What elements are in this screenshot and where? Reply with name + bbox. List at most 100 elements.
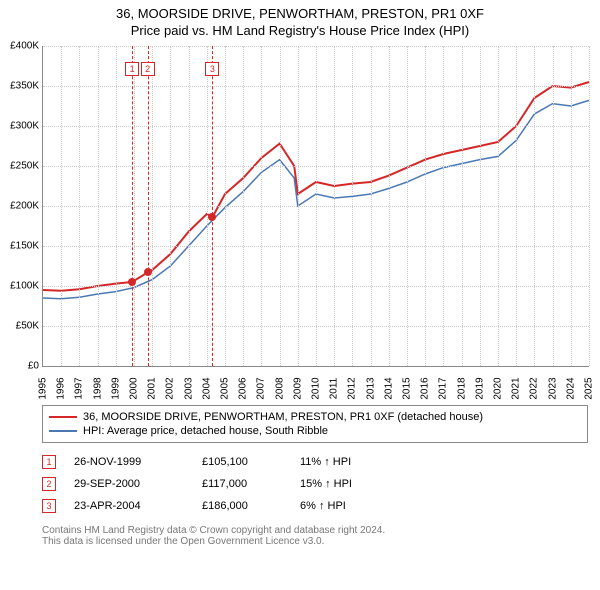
legend-label: HPI: Average price, detached house, Sout… (83, 425, 328, 437)
x-tick-label: 2003 (183, 377, 194, 399)
y-tick-label: £300K (1, 121, 39, 132)
marker-vline (148, 46, 149, 366)
transaction-date: 26-NOV-1999 (74, 456, 184, 468)
x-gridline (334, 46, 335, 366)
marker-box: 1 (125, 62, 139, 76)
transaction-price: £186,000 (202, 500, 282, 512)
x-tick-label: 1997 (74, 377, 85, 399)
x-gridline (553, 46, 554, 366)
x-tick-label: 1995 (38, 377, 49, 399)
x-tick-label: 2002 (165, 377, 176, 399)
x-gridline (225, 46, 226, 366)
transaction-point (128, 278, 136, 286)
plot-area: £0£50K£100K£150K£200K£250K£300K£350K£400… (42, 46, 589, 367)
x-tick-label: 2015 (402, 377, 413, 399)
transaction-number-box: 3 (42, 499, 56, 513)
x-gridline (243, 46, 244, 366)
y-tick-label: £250K (1, 161, 39, 172)
x-gridline (207, 46, 208, 366)
legend-label: 36, MOORSIDE DRIVE, PENWORTHAM, PRESTON,… (83, 411, 483, 423)
x-gridline (261, 46, 262, 366)
x-gridline (425, 46, 426, 366)
legend-swatch (49, 416, 77, 418)
x-tick-label: 2007 (256, 377, 267, 399)
transaction-row: 126-NOV-1999£105,10011% ↑ HPI (42, 451, 588, 473)
x-tick-label: 2025 (584, 377, 595, 399)
marker-vline (212, 46, 213, 366)
footer: Contains HM Land Registry data © Crown c… (42, 525, 588, 547)
transaction-pct: 11% ↑ HPI (300, 456, 390, 468)
x-tick-label: 2013 (365, 377, 376, 399)
transaction-pct: 6% ↑ HPI (300, 500, 390, 512)
x-gridline (170, 46, 171, 366)
x-tick-label: 2014 (383, 377, 394, 399)
x-tick-label: 2019 (474, 377, 485, 399)
x-tick-label: 2016 (420, 377, 431, 399)
x-gridline (280, 46, 281, 366)
y-tick-label: £200K (1, 201, 39, 212)
x-gridline (352, 46, 353, 366)
y-tick-label: £0 (1, 361, 39, 372)
x-tick-label: 2005 (220, 377, 231, 399)
x-tick-label: 2001 (147, 377, 158, 399)
footer-line2: This data is licensed under the Open Gov… (42, 536, 588, 547)
x-tick-label: 1996 (56, 377, 67, 399)
title-main: 36, MOORSIDE DRIVE, PENWORTHAM, PRESTON,… (0, 6, 600, 21)
y-tick-label: £50K (1, 321, 39, 332)
x-tick-label: 1999 (110, 377, 121, 399)
transaction-price: £105,100 (202, 456, 282, 468)
transaction-price: £117,000 (202, 478, 282, 490)
x-tick-label: 2008 (274, 377, 285, 399)
x-gridline (316, 46, 317, 366)
x-gridline (98, 46, 99, 366)
x-tick-label: 2012 (347, 377, 358, 399)
transaction-point (208, 213, 216, 221)
x-tick-label: 2018 (456, 377, 467, 399)
transactions-table: 126-NOV-1999£105,10011% ↑ HPI229-SEP-200… (42, 451, 588, 517)
x-tick-label: 2021 (511, 377, 522, 399)
x-tick-label: 2006 (238, 377, 249, 399)
x-gridline (152, 46, 153, 366)
x-gridline (116, 46, 117, 366)
legend: 36, MOORSIDE DRIVE, PENWORTHAM, PRESTON,… (42, 405, 588, 443)
y-tick-label: £150K (1, 241, 39, 252)
x-tick-label: 2009 (292, 377, 303, 399)
transaction-point (144, 268, 152, 276)
x-gridline (298, 46, 299, 366)
y-tick-label: £400K (1, 41, 39, 52)
x-gridline (189, 46, 190, 366)
titles: 36, MOORSIDE DRIVE, PENWORTHAM, PRESTON,… (0, 0, 600, 38)
transaction-date: 23-APR-2004 (74, 500, 184, 512)
x-gridline (443, 46, 444, 366)
transaction-row: 3 23-APR-2004 £186,000 6% ↑ HPI (42, 495, 588, 517)
x-gridline (571, 46, 572, 366)
x-tick-label: 1998 (92, 377, 103, 399)
x-gridline (480, 46, 481, 366)
legend-row: 36, MOORSIDE DRIVE, PENWORTHAM, PRESTON,… (49, 410, 581, 424)
x-tick-label: 2024 (565, 377, 576, 399)
x-gridline (534, 46, 535, 366)
x-gridline (389, 46, 390, 366)
x-gridline (462, 46, 463, 366)
marker-vline (132, 46, 133, 366)
x-gridline (371, 46, 372, 366)
x-tick-label: 2023 (547, 377, 558, 399)
footer-line1: Contains HM Land Registry data © Crown c… (42, 525, 588, 536)
transaction-number-box: 2 (42, 477, 56, 491)
title-sub: Price paid vs. HM Land Registry's House … (0, 23, 600, 38)
x-gridline (134, 46, 135, 366)
marker-box: 3 (205, 62, 219, 76)
y-tick-label: £350K (1, 81, 39, 92)
marker-box: 2 (141, 62, 155, 76)
x-tick-label: 2020 (493, 377, 504, 399)
transaction-date: 29-SEP-2000 (74, 478, 184, 490)
x-tick-label: 2011 (329, 378, 340, 400)
legend-row: HPI: Average price, detached house, Sout… (49, 424, 581, 438)
transaction-pct: 15% ↑ HPI (300, 478, 390, 490)
x-gridline (589, 46, 590, 366)
x-tick-label: 2022 (529, 377, 540, 399)
x-tick-label: 2017 (438, 377, 449, 399)
x-gridline (516, 46, 517, 366)
legend-swatch (49, 430, 77, 432)
x-tick-label: 2010 (311, 377, 322, 399)
